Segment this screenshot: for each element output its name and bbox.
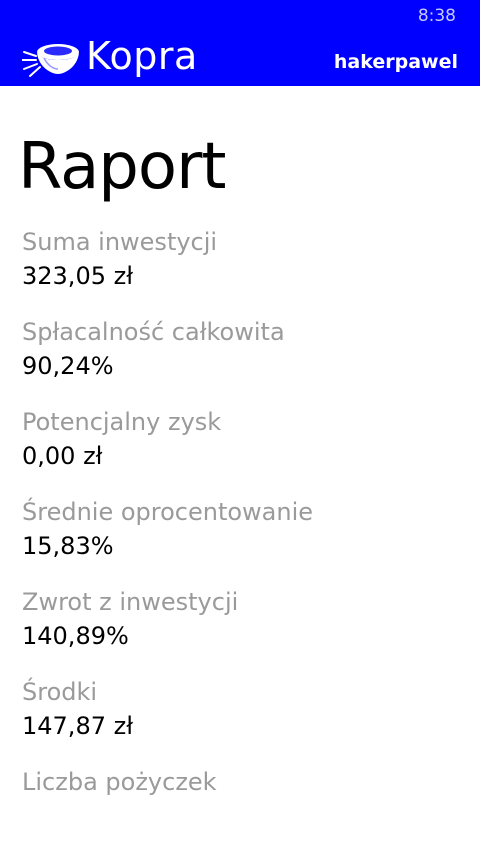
report-item-value: 0,00 zł — [22, 442, 103, 470]
report-item-total-repayment: Spłacalność całkowita 90,24% — [22, 316, 462, 406]
kopra-bowl-logo-icon — [21, 38, 82, 80]
status-bar: 8:38 — [0, 0, 480, 32]
report-item-label: Średnie oprocentowanie — [22, 498, 314, 526]
report-item-label: Środki — [22, 678, 98, 706]
report-item-investment-sum: Suma inwestycji 323,05 zł — [22, 226, 462, 316]
report-item-value: 15,83% — [22, 532, 114, 560]
report-list: Suma inwestycji 323,05 zł Spłacalność ca… — [22, 226, 462, 856]
report-item-value: 147,87 zł — [22, 712, 134, 740]
status-clock: 8:38 — [417, 6, 456, 26]
report-item-label: Potencjalny zysk — [22, 408, 222, 436]
user-name[interactable]: hakerpawel — [333, 51, 458, 73]
report-item-average-interest: Średnie oprocentowanie 15,83% — [22, 496, 462, 586]
report-item-value: 90,24% — [22, 352, 114, 380]
report-item-value: 323,05 zł — [22, 262, 134, 290]
report-item-return-on-investment: Zwrot z inwestycji 140,89% — [22, 586, 462, 676]
report-item-loan-count: Liczba pożyczek — [22, 766, 462, 856]
report-item-value: 140,89% — [22, 622, 129, 650]
report-item-funds: Środki 147,87 zł — [22, 676, 462, 766]
app-header: Kopra hakerpawel — [0, 32, 480, 86]
page-title: Raport — [18, 129, 226, 204]
report-item-label: Zwrot z inwestycji — [22, 588, 239, 616]
report-item-label: Liczba pożyczek — [22, 768, 217, 796]
app-title: Kopra — [86, 34, 198, 78]
report-item-potential-profit: Potencjalny zysk 0,00 zł — [22, 406, 462, 496]
report-item-label: Suma inwestycji — [22, 228, 218, 256]
report-item-label: Spłacalność całkowita — [22, 318, 285, 346]
